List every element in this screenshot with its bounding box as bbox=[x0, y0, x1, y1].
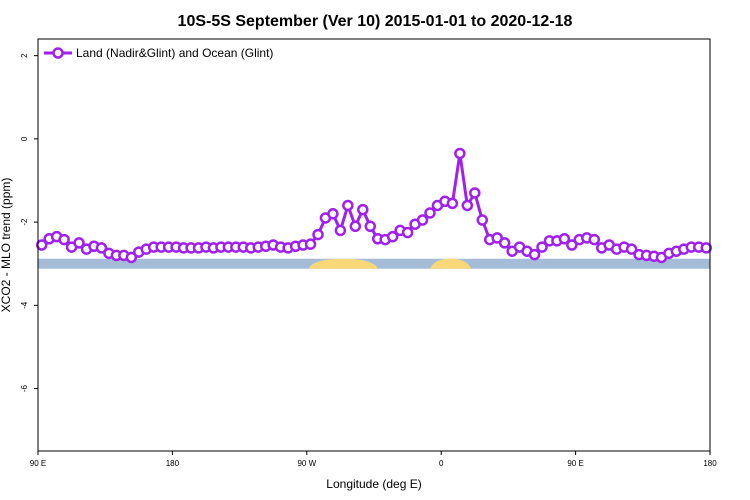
data-point bbox=[357, 203, 369, 216]
data-point bbox=[446, 197, 459, 210]
data-point bbox=[334, 224, 347, 237]
data-point bbox=[469, 187, 481, 199]
data-point bbox=[588, 233, 601, 246]
y-axis-label: XCO2 - MLO trend (ppm) bbox=[0, 178, 13, 313]
data-point bbox=[528, 248, 541, 261]
y-tick-label: 0 bbox=[20, 136, 29, 141]
data-point bbox=[401, 226, 414, 239]
x-tick-label: 180 bbox=[166, 459, 180, 468]
data-point bbox=[625, 243, 638, 255]
data-point bbox=[349, 220, 362, 233]
x-axis: 90 E 180 90 W 0 90 E 180 bbox=[30, 451, 717, 468]
data-point bbox=[327, 208, 339, 220]
x-tick-label: 90 E bbox=[567, 459, 583, 468]
data-point bbox=[304, 238, 317, 250]
map-band bbox=[38, 258, 710, 269]
data-point bbox=[386, 230, 399, 243]
data-point bbox=[491, 232, 503, 244]
data-point bbox=[476, 214, 489, 226]
data-point bbox=[461, 199, 474, 212]
chart-title: 10S-5S September (Ver 10) 2015-01-01 to … bbox=[178, 13, 573, 30]
data-point bbox=[58, 233, 70, 246]
x-tick-label: 90 E bbox=[30, 459, 46, 468]
data-point bbox=[73, 237, 85, 249]
legend: Land (Nadir&Glint) and Ocean (Glint) bbox=[44, 46, 273, 60]
land-patch bbox=[430, 258, 472, 269]
legend-marker-swatch bbox=[52, 47, 64, 59]
x-tick-label: 90 W bbox=[297, 459, 316, 468]
data-point bbox=[424, 207, 436, 219]
data-point bbox=[125, 251, 138, 264]
y-axis: 2 0 -2 -4 -6 bbox=[20, 53, 38, 392]
data-point bbox=[566, 239, 578, 251]
series-layer bbox=[35, 147, 713, 264]
data-point bbox=[342, 199, 354, 212]
land-patch bbox=[308, 258, 378, 269]
data-point bbox=[498, 237, 511, 249]
ocean-band bbox=[38, 258, 710, 269]
data-point bbox=[364, 220, 377, 233]
plot-frame bbox=[37, 38, 711, 452]
data-point bbox=[35, 239, 48, 251]
data-point bbox=[558, 233, 571, 245]
data-point bbox=[95, 242, 108, 254]
y-tick-label: -4 bbox=[20, 301, 29, 309]
x-tick-label: 180 bbox=[703, 459, 717, 468]
y-tick-label: -6 bbox=[20, 384, 29, 392]
data-point bbox=[416, 214, 429, 226]
data-point bbox=[454, 147, 466, 160]
data-point bbox=[536, 241, 548, 253]
y-tick-label: -2 bbox=[20, 218, 29, 226]
x-tick-label: 0 bbox=[439, 459, 444, 468]
y-tick-label: 2 bbox=[20, 53, 29, 58]
x-axis-label: Longitude (deg E) bbox=[326, 477, 421, 491]
data-point bbox=[700, 242, 713, 254]
legend-entry-label: Land (Nadir&Glint) and Ocean (Glint) bbox=[76, 46, 273, 60]
data-point bbox=[312, 228, 324, 241]
